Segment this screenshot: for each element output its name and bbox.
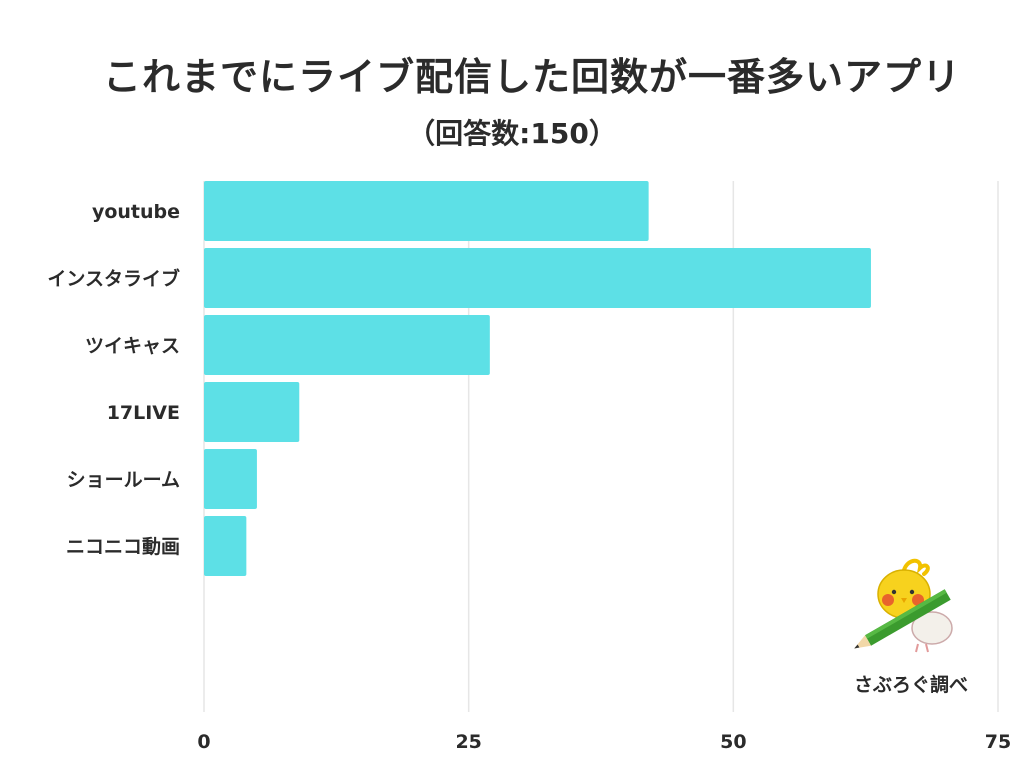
bar — [204, 248, 871, 308]
x-tick-label: 50 — [720, 731, 746, 753]
bar — [204, 315, 490, 375]
bird-mascot-icon — [854, 558, 953, 653]
category-label: インスタライブ — [47, 267, 180, 290]
bar — [204, 516, 247, 576]
category-label: youtube — [92, 201, 180, 223]
bar — [204, 382, 300, 442]
category-label: ニコニコ動画 — [66, 536, 180, 558]
x-tick-label: 0 — [197, 731, 210, 753]
chart-subtitle: （回答数:150） — [407, 117, 617, 150]
bar — [204, 449, 257, 509]
category-label: ショールーム — [67, 469, 180, 491]
chart-title: これまでにライブ配信した回数が一番多いアプリ — [102, 55, 961, 99]
x-tick-label: 75 — [985, 731, 1011, 753]
category-label: ツイキャス — [85, 335, 180, 357]
bar — [204, 181, 649, 241]
brand-label: さぶろぐ調べ — [853, 674, 968, 696]
category-label: 17LIVE — [107, 402, 180, 424]
x-tick-label: 25 — [455, 731, 481, 753]
